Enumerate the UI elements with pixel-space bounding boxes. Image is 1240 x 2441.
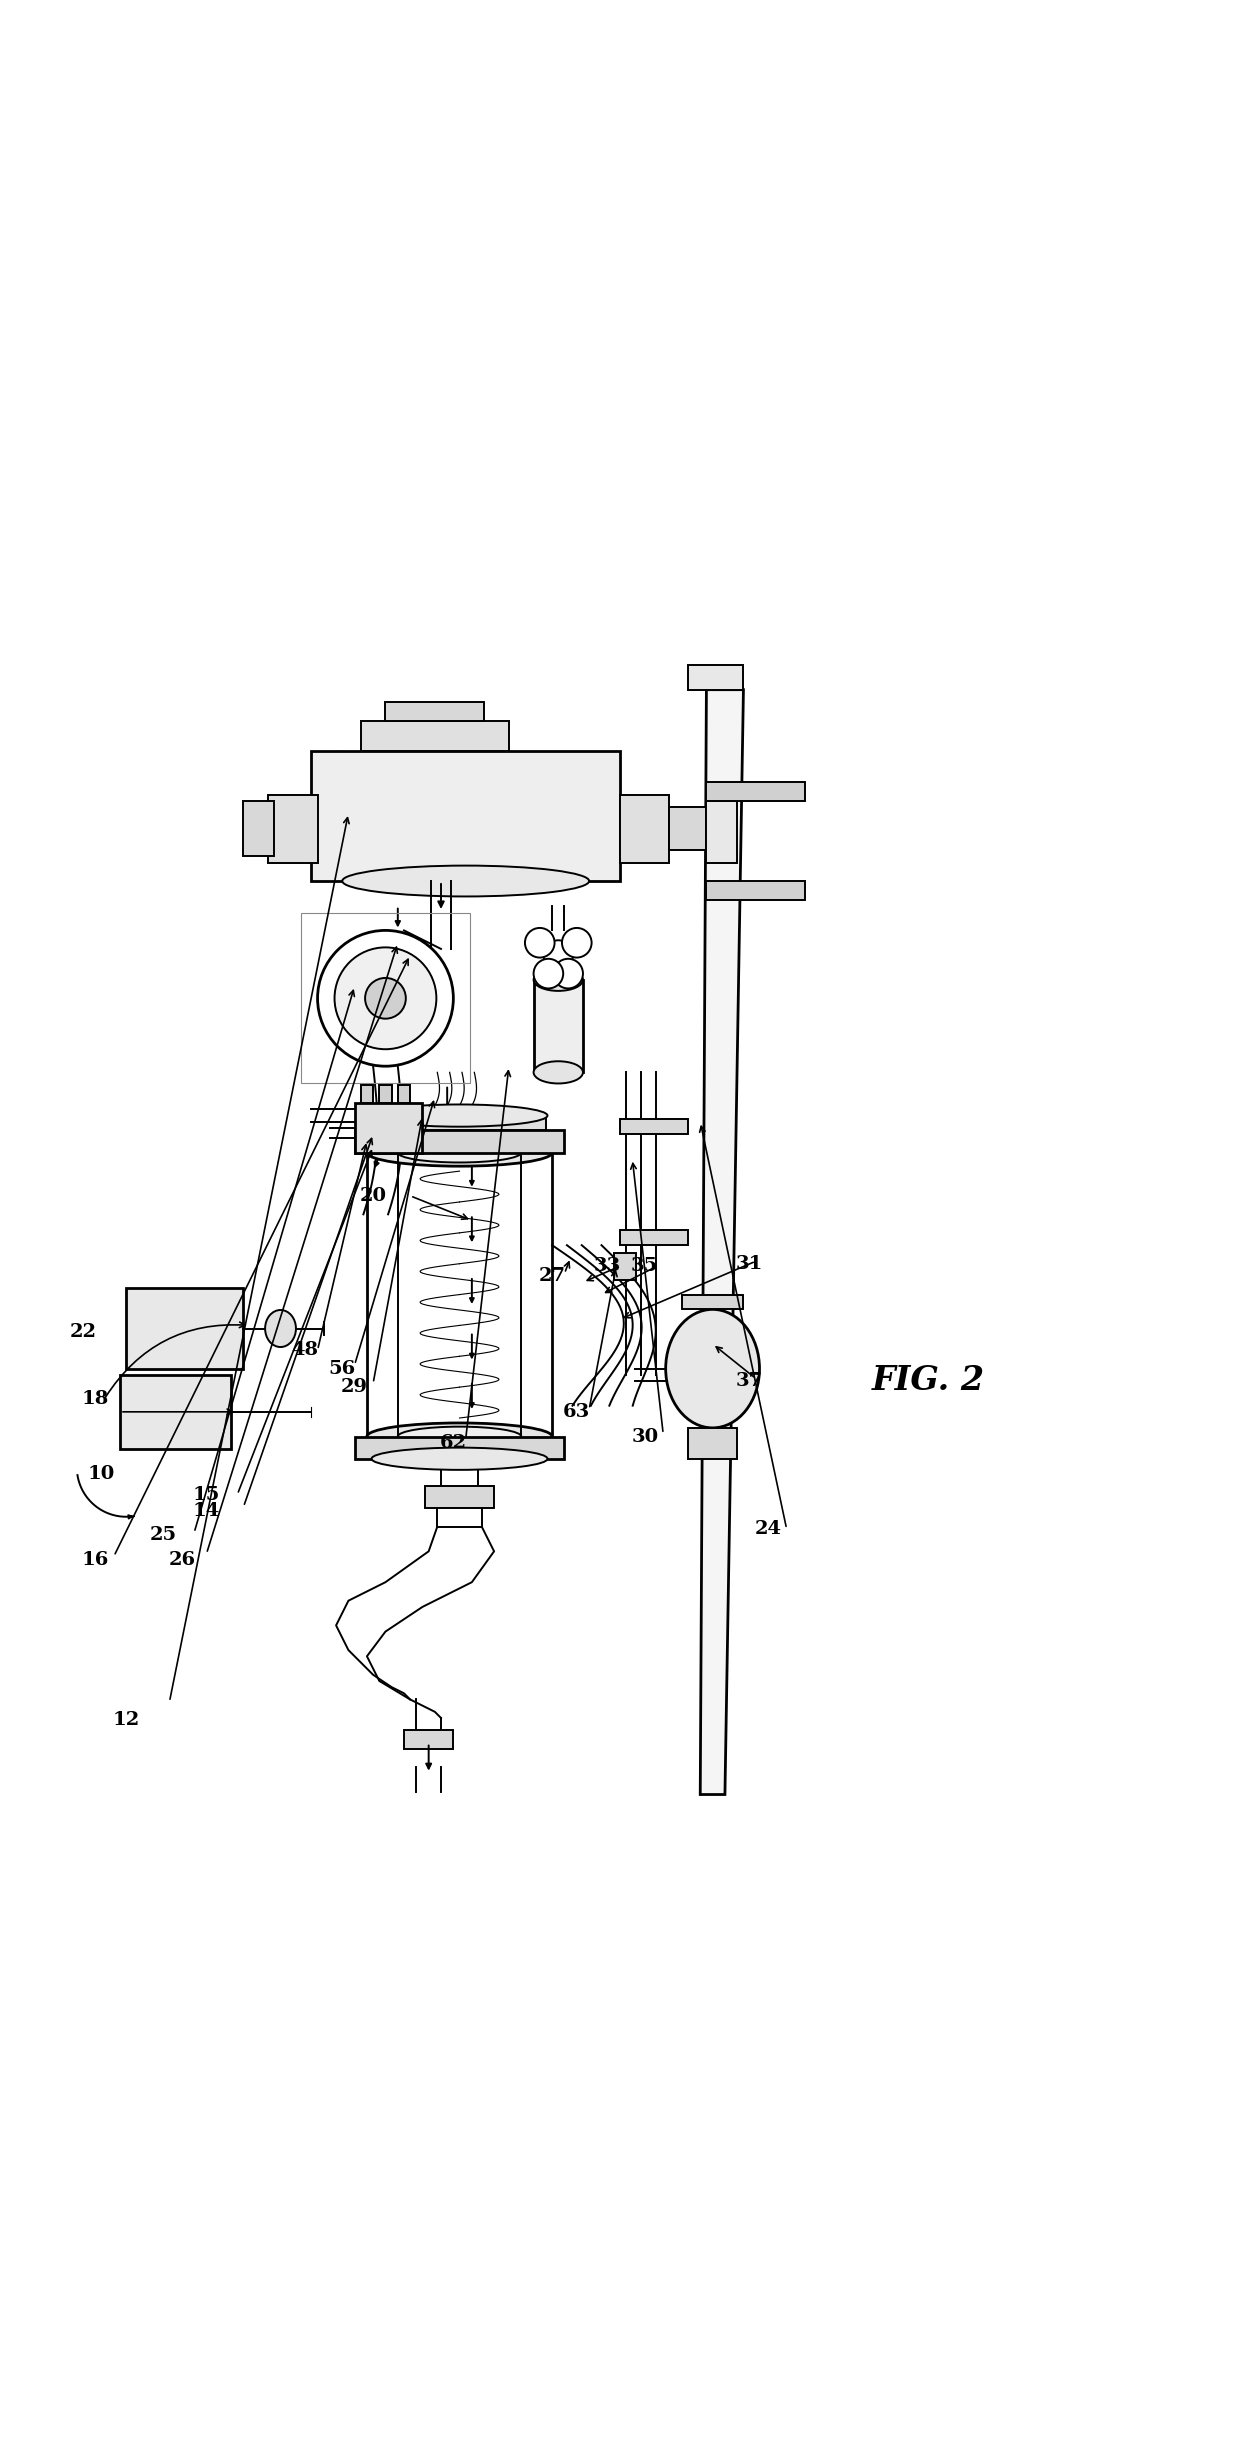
Text: 31: 31 <box>735 1255 764 1272</box>
Bar <box>670 808 707 849</box>
Text: 62: 62 <box>440 1433 467 1452</box>
Bar <box>126 1289 243 1369</box>
Text: 18: 18 <box>82 1391 109 1408</box>
Text: 63: 63 <box>563 1404 590 1421</box>
Bar <box>379 1084 392 1103</box>
Circle shape <box>365 979 405 1018</box>
Circle shape <box>533 959 563 989</box>
Text: 24: 24 <box>755 1521 781 1538</box>
Bar <box>243 801 274 857</box>
Text: 29: 29 <box>341 1379 368 1396</box>
Text: 26: 26 <box>169 1550 196 1570</box>
Ellipse shape <box>533 1062 583 1084</box>
Bar <box>404 1731 454 1748</box>
Text: 12: 12 <box>113 1711 140 1731</box>
Ellipse shape <box>666 1308 759 1428</box>
Ellipse shape <box>265 1311 296 1347</box>
Text: 25: 25 <box>150 1526 177 1545</box>
Bar <box>707 881 805 901</box>
Ellipse shape <box>398 1142 521 1162</box>
Text: 37: 37 <box>737 1372 763 1389</box>
Bar <box>361 720 508 752</box>
Text: 14: 14 <box>193 1501 219 1521</box>
Text: 16: 16 <box>82 1550 109 1570</box>
Polygon shape <box>701 691 744 1794</box>
Bar <box>386 703 484 720</box>
Text: 22: 22 <box>69 1323 97 1340</box>
Circle shape <box>543 940 573 969</box>
Bar <box>707 801 738 862</box>
Bar <box>120 1374 231 1450</box>
Bar <box>614 1252 636 1279</box>
Bar <box>300 913 470 1084</box>
Bar <box>311 752 620 881</box>
Text: 56: 56 <box>329 1360 356 1377</box>
Bar <box>688 1428 738 1460</box>
Bar <box>620 796 670 862</box>
Bar <box>620 1120 688 1135</box>
Ellipse shape <box>372 1448 548 1469</box>
Circle shape <box>335 947 436 1050</box>
Bar <box>268 796 317 862</box>
Ellipse shape <box>367 1423 552 1450</box>
Text: 30: 30 <box>631 1428 658 1445</box>
Text: 35: 35 <box>631 1257 658 1274</box>
Text: FIG. 2: FIG. 2 <box>872 1365 985 1399</box>
Bar <box>355 1103 423 1152</box>
Bar <box>620 1230 688 1245</box>
Text: 10: 10 <box>88 1465 115 1482</box>
Bar <box>398 1084 410 1103</box>
Text: 15: 15 <box>192 1487 221 1504</box>
Circle shape <box>562 928 591 957</box>
Bar <box>425 1487 494 1509</box>
Text: 27: 27 <box>538 1267 565 1284</box>
Text: 20: 20 <box>360 1186 387 1206</box>
Text: 33: 33 <box>594 1257 621 1274</box>
Bar <box>373 1116 546 1130</box>
Bar <box>438 1509 482 1526</box>
Circle shape <box>317 930 454 1067</box>
Bar <box>707 781 805 801</box>
Ellipse shape <box>372 1103 548 1128</box>
Bar <box>688 664 744 691</box>
Ellipse shape <box>342 867 589 896</box>
Bar <box>361 1084 373 1103</box>
Bar <box>355 1130 564 1152</box>
Bar <box>533 979 583 1072</box>
Circle shape <box>553 959 583 989</box>
Circle shape <box>525 928 554 957</box>
Ellipse shape <box>533 969 583 991</box>
Ellipse shape <box>398 1426 521 1448</box>
Text: 48: 48 <box>291 1340 319 1360</box>
Bar <box>355 1435 564 1460</box>
Bar <box>682 1294 744 1308</box>
Bar <box>367 1152 552 1435</box>
Ellipse shape <box>367 1140 552 1167</box>
